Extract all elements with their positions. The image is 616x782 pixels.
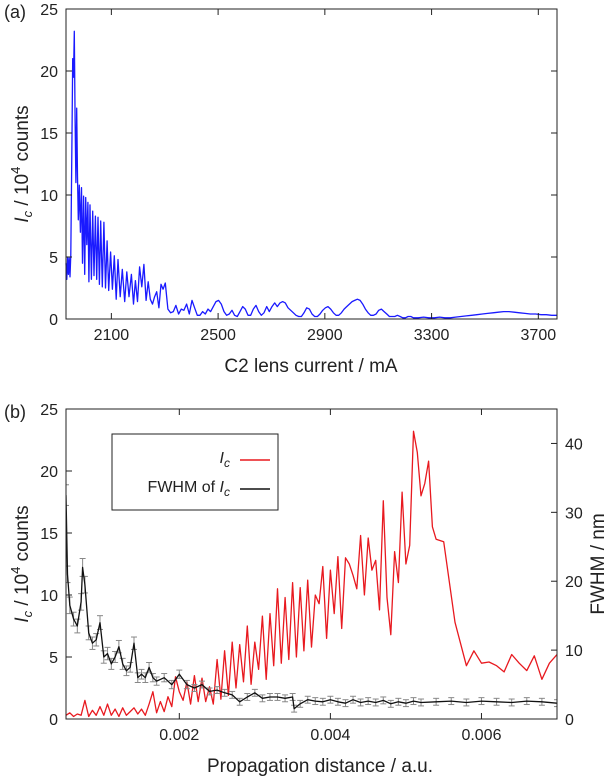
legend-fwhm-prefix: FWHM of: [148, 479, 220, 496]
legend-fwhm-main: I: [220, 479, 225, 496]
panel-b-ylabel-main: I: [12, 617, 33, 623]
x-tick-label: 0.002: [159, 727, 199, 744]
y2-tick-label: 10: [565, 643, 583, 660]
legend: Ic FWHM of Ic: [111, 433, 279, 511]
panel-b-plot-area: [66, 430, 557, 718]
y-tick-label: 5: [49, 250, 58, 267]
x-tick-label: 3300: [414, 327, 450, 344]
panel-b-y2-axis-label: FWHM / nm: [588, 513, 609, 614]
panel-b-y-axis-label: Ic / 104 counts: [8, 505, 35, 622]
legend-entry-ic-label: Ic: [220, 450, 230, 470]
legend-ic-sub: c: [224, 456, 230, 470]
panel-b-ylabel-sub: c: [20, 610, 35, 617]
legend-ic-main: I: [220, 450, 225, 467]
y2-tick-label: 40: [565, 436, 583, 453]
legend-box: [111, 433, 279, 511]
y-tick-label: 15: [40, 526, 58, 543]
y-tick-label: 10: [40, 588, 58, 605]
panel-b-series: [66, 430, 557, 718]
y-tick-label: 25: [40, 402, 58, 419]
y2-tick-label: 20: [565, 574, 583, 591]
x-tick-label: 2100: [94, 327, 130, 344]
y2-tick-label: 30: [565, 505, 583, 522]
y-tick-label: 20: [40, 464, 58, 481]
series-line-fwhm: [66, 495, 557, 710]
x-tick-label: 3700: [521, 327, 557, 344]
x-tick-label: 2900: [307, 327, 343, 344]
panel-a-ylabel-sub: c: [20, 210, 35, 217]
panel-a-ylabel-sup: 4: [8, 167, 23, 174]
y2-tick-label: 0: [565, 712, 574, 729]
y-tick-label: 5: [49, 650, 58, 667]
panel-b-ylabel-tail: counts: [12, 505, 33, 566]
y-tick-label: 0: [49, 712, 58, 729]
panel-a-label: (a): [4, 2, 26, 22]
panel-a-x-ticks: 2100 2500 2900 3300 3700: [94, 9, 557, 344]
panel-a-x-axis-label: C2 lens current / mA: [224, 356, 397, 377]
series-line-ic: [65, 30, 557, 319]
panel-a-ylabel-tail: counts: [12, 105, 33, 166]
panel-b-label: (b): [4, 402, 26, 422]
panel-b-x-axis-label: Propagation distance / a.u.: [207, 756, 433, 777]
series-line-ic: [66, 430, 557, 718]
y-tick-label: 10: [40, 188, 58, 205]
x-tick-label: 0.006: [461, 727, 501, 744]
y-tick-label: 25: [40, 2, 58, 19]
panel-a-plot-area: [65, 30, 557, 319]
panel-a: (a) 2100 2500 2900 3300 3700 0 5 10 15 20 25 C2 l…: [4, 2, 558, 377]
x-tick-label: 0.004: [310, 727, 350, 744]
panel-a-y-ticks: 0 5 10 15 20 25: [40, 2, 557, 329]
y-tick-label: 15: [40, 126, 58, 143]
panel-b-y2-ticks: 0 10 20 30 40: [551, 436, 583, 729]
panel-a-frame: [65, 8, 558, 320]
legend-fwhm-sub: c: [224, 485, 230, 499]
panel-b-ylabel-sup: 4: [8, 567, 23, 574]
panel-a-y-axis-label: Ic / 104 counts: [8, 105, 35, 222]
y-tick-label: 0: [49, 312, 58, 329]
x-tick-label: 2500: [200, 327, 236, 344]
panel-a-ylabel-main: I: [12, 217, 33, 223]
panel-b-ylabel-mid: / 10: [12, 574, 33, 611]
panel-b-y-ticks: 0 5 10 15 20 25: [40, 402, 72, 729]
y-tick-label: 20: [40, 64, 58, 81]
panel-b-frame: [65, 408, 558, 720]
panel-b-x-ticks: 0.002 0.004 0.006: [159, 409, 502, 744]
legend-entry-fwhm-label: FWHM of Ic: [148, 479, 230, 499]
panel-a-ylabel-mid: / 10: [12, 174, 33, 211]
